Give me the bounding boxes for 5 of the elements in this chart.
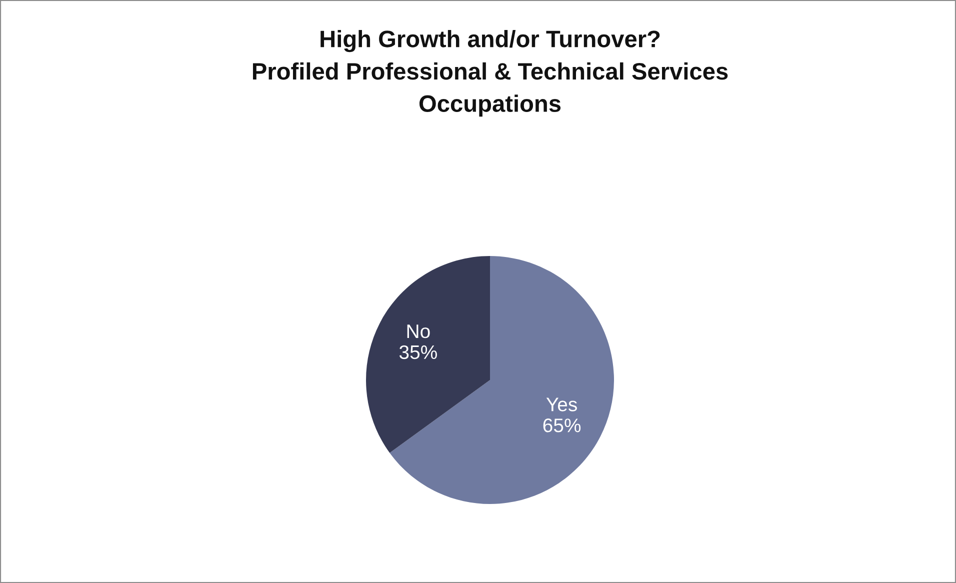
data-label: 65% xyxy=(543,418,581,432)
data-label: 35% xyxy=(399,345,437,360)
slice-label: No xyxy=(407,324,430,338)
slice-label: Yes xyxy=(546,398,577,412)
chart-title: High Growth and/or Turnover? Profiled Professional & Technical Services Occupations xyxy=(252,30,728,117)
